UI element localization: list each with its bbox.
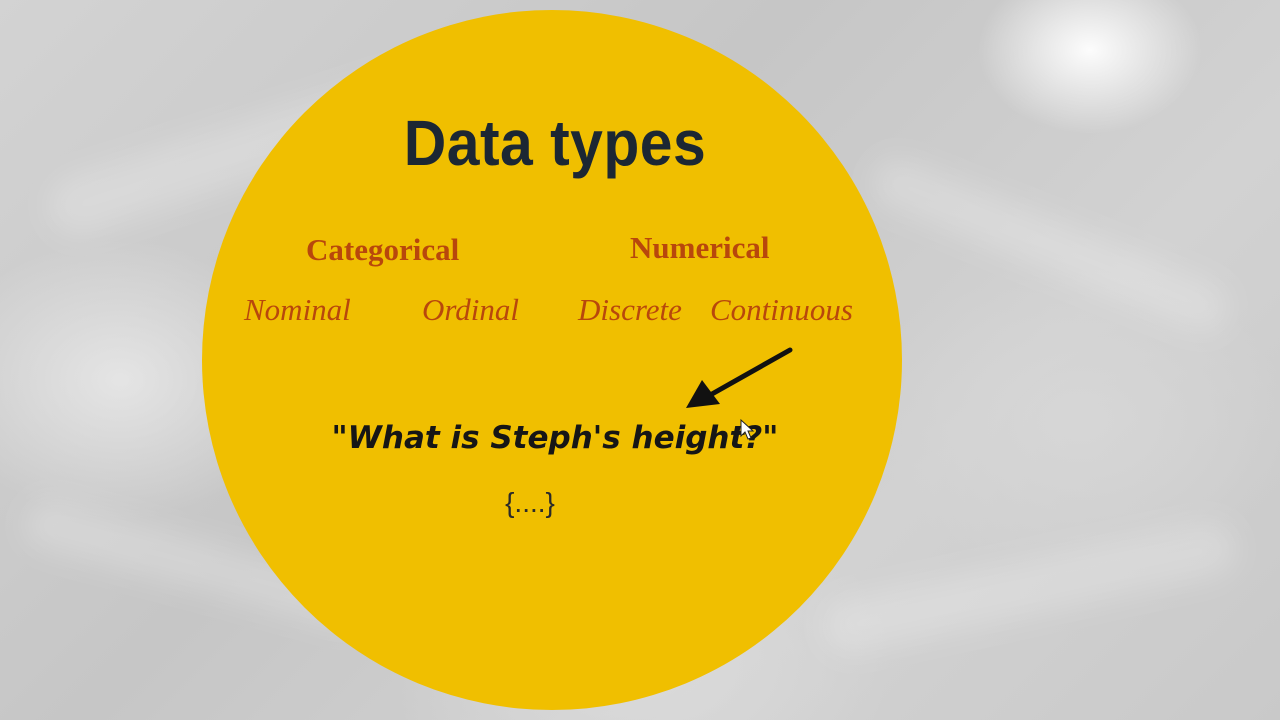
type-ordinal: Ordinal (422, 292, 520, 327)
heading-categorical: Categorical (306, 232, 460, 267)
slide-title: Data types (403, 107, 707, 179)
heading-numerical: Numerical (630, 230, 770, 265)
type-continuous: Continuous (710, 292, 853, 327)
yellow-circle (202, 10, 902, 710)
type-nominal: Nominal (244, 292, 351, 327)
question-text: "What is Steph's height?" (331, 420, 779, 456)
type-discrete: Discrete (578, 292, 682, 327)
answer-placeholder: {....} (505, 487, 555, 518)
